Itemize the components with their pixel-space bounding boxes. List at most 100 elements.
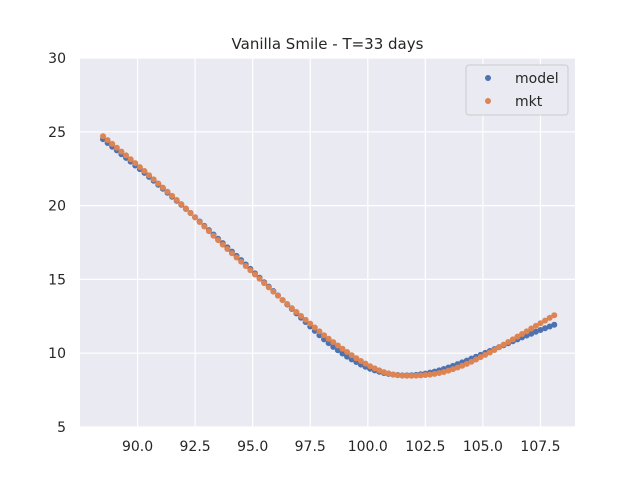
point-mkt <box>463 360 470 367</box>
point-mkt <box>302 316 309 323</box>
point-mkt <box>325 335 332 342</box>
point-mkt <box>201 223 208 230</box>
point-mkt <box>537 320 544 327</box>
x-tick-label: 100.0 <box>348 439 388 455</box>
point-mkt <box>431 370 438 377</box>
point-mkt <box>118 148 125 155</box>
point-model <box>344 353 351 360</box>
point-mkt <box>146 172 153 179</box>
point-mkt <box>436 369 443 376</box>
point-model <box>532 328 539 335</box>
point-mkt <box>293 309 300 316</box>
y-tick-label: 15 <box>48 272 66 288</box>
point-mkt <box>307 320 314 327</box>
point-mkt <box>385 370 392 377</box>
x-tick-label: 92.5 <box>180 439 211 455</box>
point-mkt <box>473 356 479 363</box>
point-mkt <box>127 156 134 163</box>
point-mkt <box>491 346 498 353</box>
point-model <box>551 321 558 328</box>
point-model <box>325 340 332 347</box>
point-mkt <box>390 371 397 378</box>
point-mkt <box>426 371 433 378</box>
point-mkt <box>284 301 291 308</box>
series-mkt <box>100 133 558 379</box>
point-mkt <box>169 192 176 199</box>
point-mkt <box>413 372 420 379</box>
point-mkt <box>514 333 521 340</box>
x-tick-label: 107.5 <box>520 439 560 455</box>
y-tick-label: 10 <box>48 346 66 362</box>
point-mkt <box>509 336 516 343</box>
point-model <box>546 323 553 330</box>
point-mkt <box>141 168 148 175</box>
x-tick-label: 102.5 <box>405 439 445 455</box>
point-mkt <box>440 368 447 375</box>
point-mkt <box>380 369 387 376</box>
point-mkt <box>228 250 235 257</box>
y-tick-label: 5 <box>57 420 66 436</box>
tick-labels: 90.0 92.5 95.0 97.5 100.0 102.5 105.0 107.5 5 10 1… <box>48 51 560 455</box>
point-mkt <box>454 364 461 371</box>
point-mkt <box>288 305 295 312</box>
legend: model mkt <box>465 64 569 116</box>
point-model <box>537 327 544 334</box>
point-mkt <box>150 176 157 183</box>
point-mkt <box>192 214 199 221</box>
point-mkt <box>196 218 203 225</box>
point-mkt <box>164 188 171 195</box>
chart-title: Vanilla Smile - T=33 days <box>232 35 424 53</box>
point-mkt <box>362 360 369 367</box>
point-mkt <box>187 209 194 216</box>
point-mkt <box>519 331 526 338</box>
point-mkt <box>403 372 410 379</box>
point-mkt <box>136 164 143 171</box>
point-mkt <box>551 312 558 319</box>
point-mkt <box>394 372 401 379</box>
point-mkt <box>210 232 217 239</box>
point-mkt <box>376 367 383 374</box>
point-mkt <box>311 324 318 331</box>
point-mkt <box>224 245 231 252</box>
y-tick-label: 20 <box>48 199 66 215</box>
point-mkt <box>242 262 249 269</box>
point-model <box>348 356 355 363</box>
point-mkt <box>334 342 341 349</box>
point-model <box>528 330 535 337</box>
point-mkt <box>100 133 107 140</box>
point-mkt <box>132 160 139 167</box>
point-mkt <box>123 152 130 159</box>
point-mkt <box>109 140 116 147</box>
point-mkt <box>482 351 489 358</box>
point-mkt <box>155 180 162 187</box>
data-points <box>100 133 558 379</box>
point-mkt <box>399 372 406 379</box>
point-model <box>542 325 549 332</box>
point-mkt <box>339 345 346 352</box>
point-mkt <box>523 328 530 335</box>
point-mkt <box>279 297 286 304</box>
legend-label-model: model <box>515 71 559 87</box>
legend-marker-mkt <box>485 98 491 104</box>
point-model <box>339 350 346 357</box>
point-model <box>523 332 530 339</box>
point-mkt <box>270 288 277 295</box>
x-tick-label: 105.0 <box>463 439 503 455</box>
point-mkt <box>330 339 337 346</box>
x-tick-label: 90.0 <box>122 439 153 455</box>
point-mkt <box>275 292 281 299</box>
point-mkt <box>532 322 539 329</box>
point-mkt <box>265 284 272 291</box>
point-mkt <box>233 254 240 261</box>
point-mkt <box>468 358 475 365</box>
point-mkt <box>449 366 456 373</box>
point-mkt <box>238 258 245 265</box>
point-mkt <box>542 317 549 324</box>
point-mkt <box>182 205 189 212</box>
point-model <box>334 347 341 354</box>
point-mkt <box>298 313 305 320</box>
point-mkt <box>496 344 503 351</box>
point-mkt <box>528 325 535 332</box>
point-mkt <box>215 237 222 244</box>
point-mkt <box>371 365 378 372</box>
